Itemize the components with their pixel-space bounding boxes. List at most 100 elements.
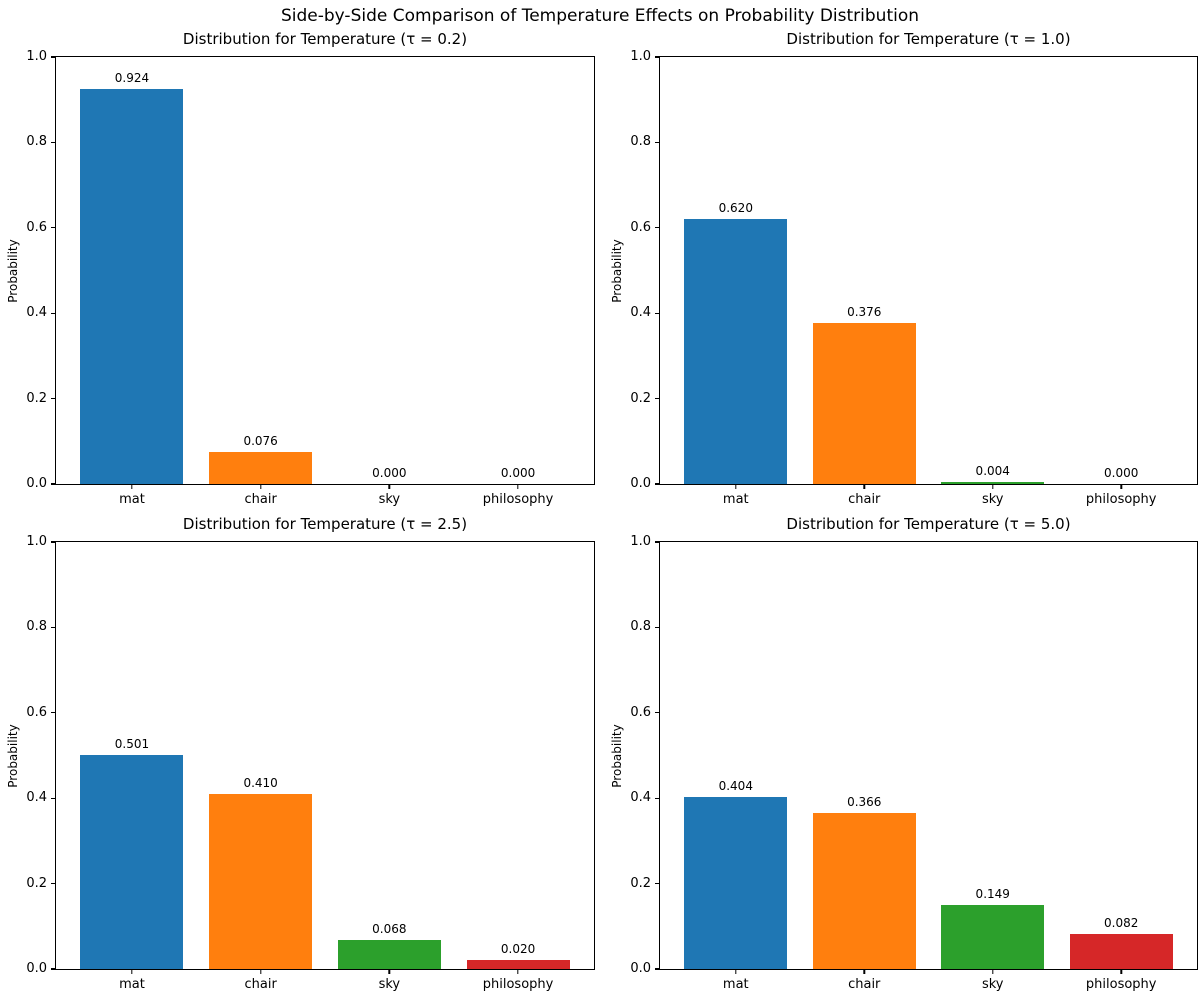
bar xyxy=(684,796,788,969)
y-tick-label: 1.0 xyxy=(630,49,651,64)
bar xyxy=(684,219,788,484)
bar-value-label: 0.366 xyxy=(847,794,882,809)
x-tick-mark xyxy=(259,969,262,974)
x-tick-mark xyxy=(735,484,737,489)
y-tick-label: 0.2 xyxy=(26,390,47,406)
axes-title: Distribution for Temperature (τ = 1.0) xyxy=(786,30,1071,48)
axes-title: Distribution for Temperature (τ = 0.2) xyxy=(182,30,468,48)
y-tick-label: 0.0 xyxy=(630,476,651,491)
y-axis-label: Probability xyxy=(610,238,624,303)
subplot-tau-1-0: Distribution for Temperature (τ = 1.0) P… xyxy=(610,30,1198,507)
bar-value-label: 0.620 xyxy=(718,201,753,216)
bar-value-label: 0.924 xyxy=(114,71,150,86)
y-tick-label: 1.0 xyxy=(26,49,47,64)
y-tick-mark xyxy=(655,882,660,885)
bar xyxy=(80,89,184,484)
x-tick-mark xyxy=(388,969,391,974)
x-tick-label: mat xyxy=(722,492,749,507)
x-tick-label: sky xyxy=(981,977,1004,992)
y-tick-mark xyxy=(51,56,56,58)
x-tick-label: philosophy xyxy=(1085,977,1157,992)
x-tick-mark xyxy=(131,969,133,974)
figure-suptitle: Side-by-Side Comparison of Temperature E… xyxy=(280,6,920,26)
y-tick-mark xyxy=(51,882,56,885)
y-tick-mark xyxy=(655,397,660,400)
y-tick-mark xyxy=(51,541,56,543)
y-axis-label: Probability xyxy=(6,238,20,303)
y-tick-mark xyxy=(655,797,660,799)
bar-value-label: 0.000 xyxy=(372,466,407,480)
bar-value-label: 0.404 xyxy=(718,778,753,793)
x-tick-mark xyxy=(735,969,737,974)
bar xyxy=(812,812,916,969)
bar-value-label: 0.076 xyxy=(243,433,278,448)
y-tick-label: 0.2 xyxy=(26,875,47,891)
x-tick-label: mat xyxy=(119,492,145,507)
x-tick-mark xyxy=(992,969,994,974)
y-tick-mark xyxy=(655,712,660,714)
y-tick-label: 0.6 xyxy=(26,704,47,720)
y-tick-label: 0.0 xyxy=(26,476,47,491)
x-tick-label: mat xyxy=(722,977,749,992)
y-tick-mark xyxy=(51,797,56,799)
x-tick-label: chair xyxy=(244,977,277,992)
y-tick-mark xyxy=(655,483,660,485)
bar xyxy=(337,939,441,969)
y-tick-label: 0.4 xyxy=(630,305,651,321)
y-tick-label: 0.2 xyxy=(630,875,651,891)
x-tick-label: mat xyxy=(119,977,145,992)
y-tick-label: 0.8 xyxy=(26,134,47,150)
y-tick-label: 0.4 xyxy=(26,790,47,806)
bar xyxy=(1069,934,1173,969)
y-tick-label: 0.6 xyxy=(630,219,651,235)
plot-area: 0.0 0.2 0.4 0.6 0.8 1.0 0.924 mat 0.076 chair 0.00… xyxy=(26,49,595,507)
y-tick-mark xyxy=(655,312,660,314)
y-tick-label: 0.6 xyxy=(630,704,651,720)
y-tick-mark xyxy=(51,397,56,400)
x-tick-mark xyxy=(1120,969,1122,974)
x-tick-label: chair xyxy=(848,492,881,507)
x-tick-mark xyxy=(131,484,133,489)
y-tick-mark xyxy=(51,227,56,229)
y-tick-mark xyxy=(51,968,56,970)
x-tick-mark xyxy=(388,484,391,489)
x-tick-mark xyxy=(517,484,519,489)
x-tick-mark xyxy=(863,969,865,974)
bar xyxy=(209,451,313,484)
bar-value-label: 0.004 xyxy=(975,464,1010,479)
y-axis-label: Probability xyxy=(6,723,20,788)
y-tick-label: 0.8 xyxy=(630,619,651,635)
y-tick-label: 1.0 xyxy=(26,534,47,549)
bar-value-label: 0.501 xyxy=(114,737,150,752)
bar-value-label: 0.410 xyxy=(243,775,278,790)
bar xyxy=(941,905,1045,969)
x-tick-label: philosophy xyxy=(1085,492,1157,507)
y-tick-mark xyxy=(51,312,56,314)
bar-value-label: 0.020 xyxy=(500,942,536,957)
y-tick-label: 0.8 xyxy=(630,134,651,150)
x-tick-label: sky xyxy=(981,492,1004,507)
y-tick-label: 0.2 xyxy=(630,390,651,406)
x-tick-mark xyxy=(517,969,519,974)
x-tick-label: chair xyxy=(244,492,277,507)
y-tick-label: 0.4 xyxy=(26,305,47,321)
y-tick-mark xyxy=(51,712,56,714)
bar xyxy=(466,960,570,969)
x-tick-mark xyxy=(863,484,865,489)
x-tick-label: philosophy xyxy=(482,977,554,992)
bar xyxy=(812,323,916,484)
bar xyxy=(80,755,184,969)
y-tick-label: 0.4 xyxy=(630,790,651,806)
x-tick-mark xyxy=(1120,484,1122,489)
bar xyxy=(941,482,1045,484)
x-tick-mark xyxy=(259,484,262,489)
y-tick-mark xyxy=(655,968,660,970)
y-tick-mark xyxy=(51,626,56,629)
x-tick-label: chair xyxy=(848,977,881,992)
bar-value-label: 0.000 xyxy=(500,466,536,480)
y-tick-label: 0.0 xyxy=(26,961,47,976)
y-tick-mark xyxy=(655,227,660,229)
y-tick-mark xyxy=(655,56,660,58)
axes-title: Distribution for Temperature (τ = 2.5) xyxy=(182,515,468,533)
y-tick-mark xyxy=(51,483,56,485)
